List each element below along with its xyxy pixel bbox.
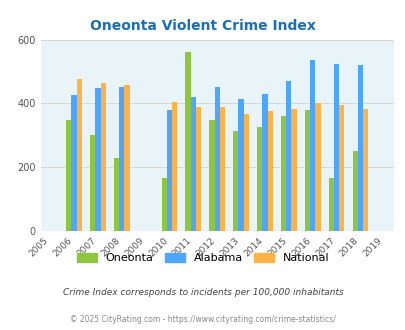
Bar bbox=[172, 102, 177, 231]
Bar bbox=[196, 107, 201, 231]
Bar bbox=[185, 52, 190, 231]
Bar bbox=[328, 178, 333, 231]
Text: Oneonta Violent Crime Index: Oneonta Violent Crime Index bbox=[90, 19, 315, 33]
Bar bbox=[238, 99, 243, 231]
Bar bbox=[267, 112, 272, 231]
Bar bbox=[113, 158, 119, 231]
Bar bbox=[66, 120, 71, 231]
Bar bbox=[256, 127, 262, 231]
Bar bbox=[286, 81, 291, 231]
Bar bbox=[209, 120, 214, 231]
Bar bbox=[90, 135, 95, 231]
Bar bbox=[362, 109, 367, 231]
Bar bbox=[357, 65, 362, 231]
Bar bbox=[333, 63, 338, 231]
Text: Crime Index corresponds to incidents per 100,000 inhabitants: Crime Index corresponds to incidents per… bbox=[62, 287, 343, 297]
Bar bbox=[309, 60, 315, 231]
Bar bbox=[219, 107, 224, 231]
Bar bbox=[214, 87, 219, 231]
Text: © 2025 CityRating.com - https://www.cityrating.com/crime-statistics/: © 2025 CityRating.com - https://www.city… bbox=[70, 315, 335, 324]
Bar bbox=[304, 111, 309, 231]
Bar bbox=[338, 105, 343, 231]
Bar bbox=[315, 103, 320, 231]
Bar bbox=[291, 109, 296, 231]
Bar bbox=[243, 114, 248, 231]
Bar bbox=[119, 87, 124, 231]
Bar bbox=[280, 115, 286, 231]
Bar bbox=[95, 88, 100, 231]
Bar bbox=[232, 131, 238, 231]
Bar bbox=[352, 150, 357, 231]
Bar bbox=[77, 80, 82, 231]
Bar bbox=[190, 97, 196, 231]
Bar bbox=[262, 94, 267, 231]
Bar bbox=[100, 82, 105, 231]
Legend: Oneonta, Alabama, National: Oneonta, Alabama, National bbox=[72, 248, 333, 268]
Bar bbox=[71, 95, 77, 231]
Bar bbox=[166, 110, 172, 231]
Bar bbox=[124, 85, 129, 231]
Bar bbox=[161, 178, 166, 231]
